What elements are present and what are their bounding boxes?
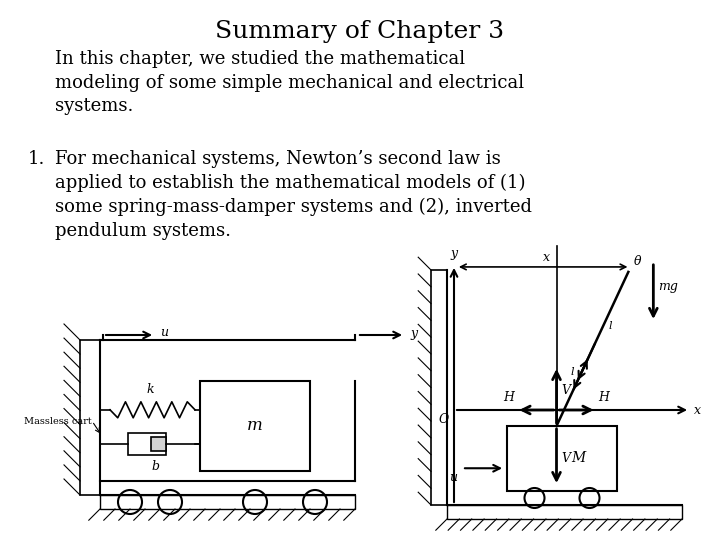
- Text: For mechanical systems, Newton’s second law is
applied to establish the mathemat: For mechanical systems, Newton’s second …: [55, 150, 532, 240]
- Text: Massless cart: Massless cart: [24, 416, 92, 426]
- Bar: [431, 270, 447, 505]
- Text: x: x: [543, 251, 549, 264]
- Bar: [447, 505, 682, 519]
- Text: m: m: [247, 417, 263, 435]
- Text: M: M: [572, 451, 585, 465]
- Text: x: x: [694, 403, 701, 416]
- Text: H: H: [503, 391, 515, 404]
- Text: θ: θ: [634, 255, 641, 268]
- Bar: [128, 433, 166, 455]
- Text: V: V: [562, 383, 570, 396]
- Text: l: l: [570, 367, 574, 377]
- Bar: [151, 437, 166, 450]
- Text: O: O: [438, 413, 449, 426]
- Text: 1.: 1.: [28, 150, 45, 168]
- Text: mg: mg: [658, 280, 678, 293]
- Bar: [80, 340, 100, 495]
- Text: b: b: [151, 460, 159, 473]
- Text: u: u: [160, 327, 168, 340]
- Text: H: H: [598, 391, 609, 404]
- Text: V: V: [562, 453, 570, 465]
- Text: In this chapter, we studied the mathematical
modeling of some simple mechanical : In this chapter, we studied the mathemat…: [55, 50, 524, 115]
- Bar: [100, 495, 355, 509]
- Text: y: y: [451, 247, 458, 260]
- Text: y: y: [410, 327, 417, 340]
- Text: Summary of Chapter 3: Summary of Chapter 3: [215, 20, 505, 43]
- Bar: [200, 381, 310, 471]
- Text: u: u: [449, 471, 457, 484]
- Text: k: k: [146, 383, 154, 396]
- Bar: [507, 426, 617, 491]
- Text: l: l: [608, 321, 612, 331]
